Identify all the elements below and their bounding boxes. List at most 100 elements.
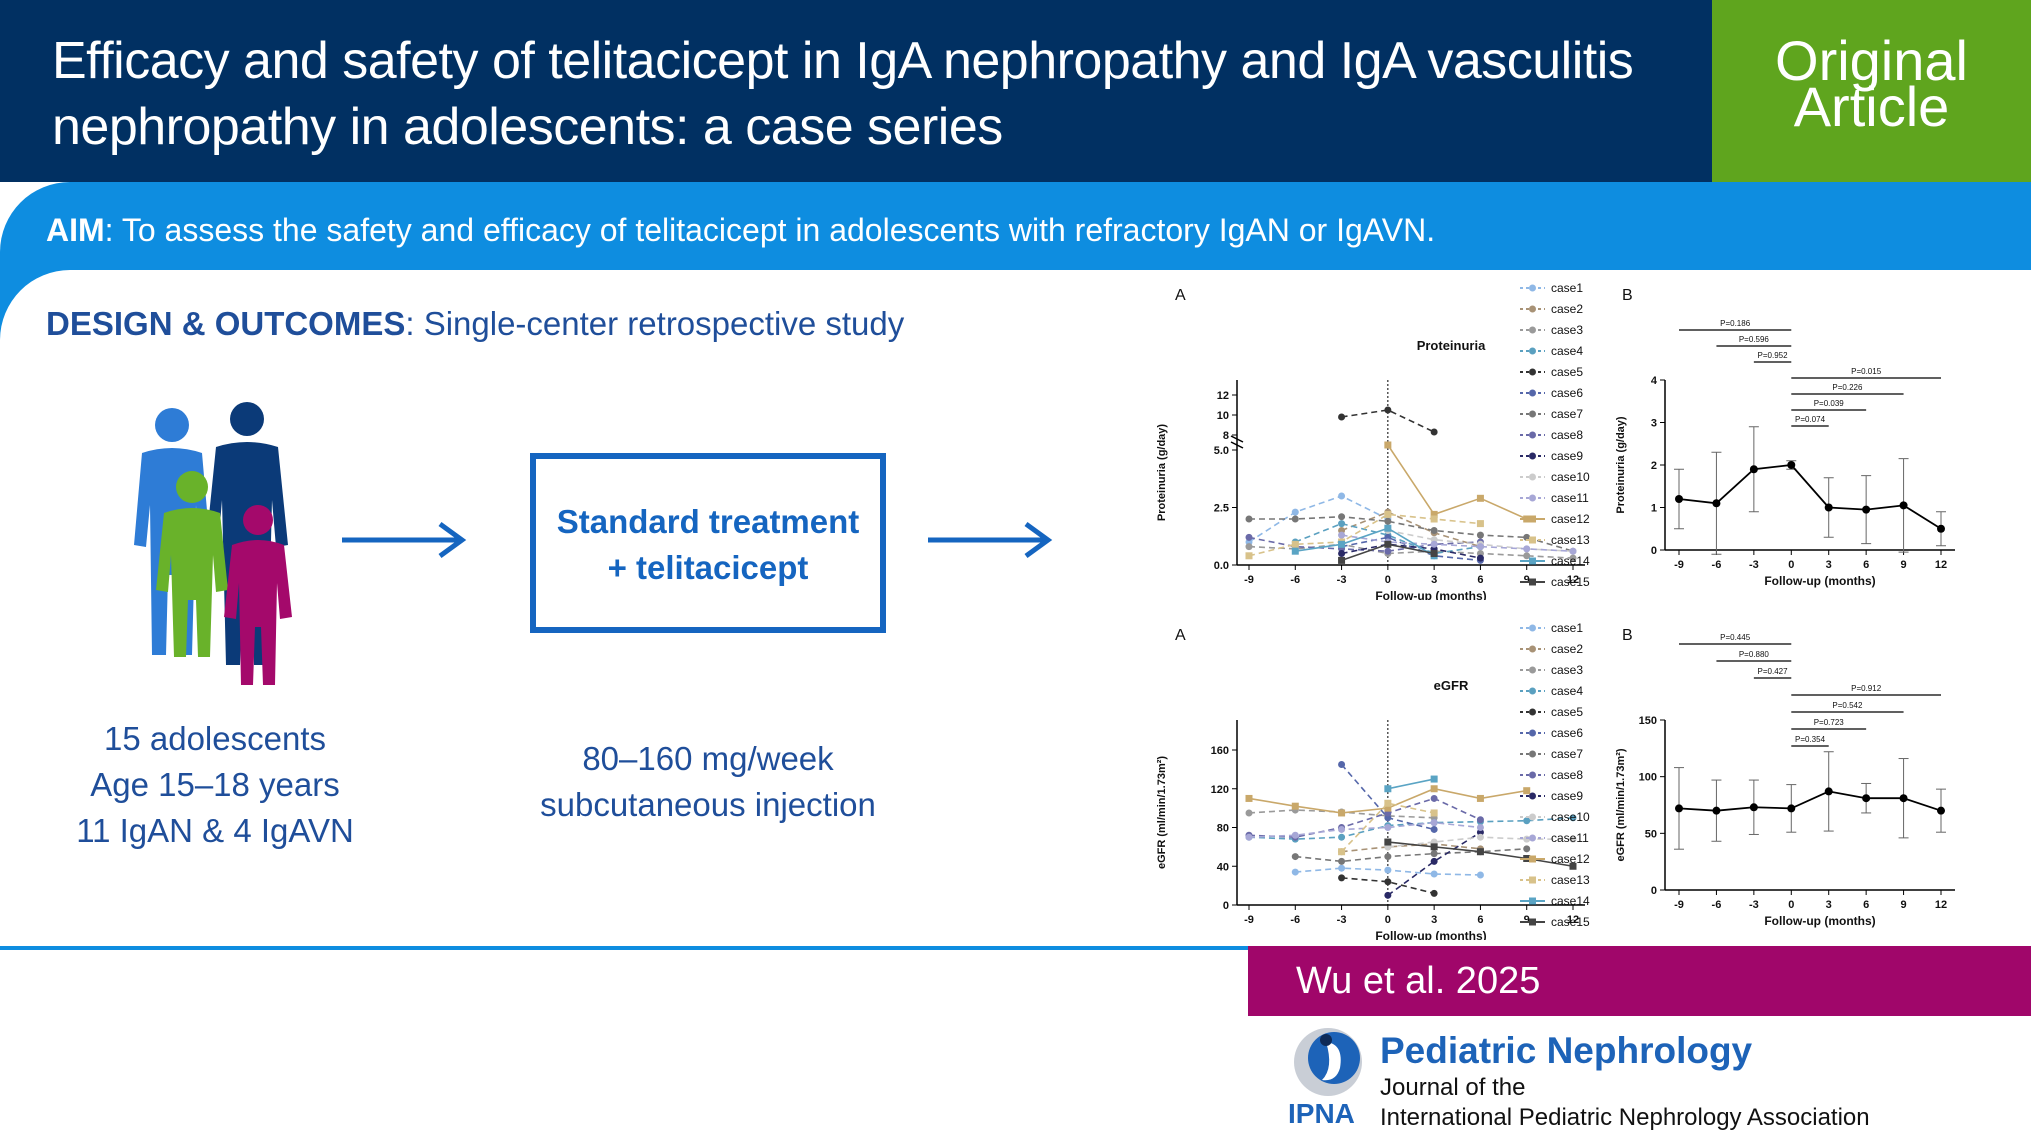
y-tick-label: 40 bbox=[1217, 861, 1229, 873]
legend-marker bbox=[1529, 305, 1536, 313]
mean-point bbox=[1749, 803, 1758, 812]
data-point bbox=[1245, 543, 1253, 551]
journal-subtitle-1: Journal of the bbox=[1380, 1074, 1526, 1101]
mean-point bbox=[1749, 465, 1758, 474]
legend-label: case12 bbox=[1551, 852, 1590, 866]
legend-label: case2 bbox=[1551, 642, 1583, 656]
legend-marker bbox=[1529, 624, 1536, 632]
data-point bbox=[1430, 775, 1438, 783]
p-value-label: P=0.912 bbox=[1851, 684, 1882, 693]
data-point bbox=[1430, 819, 1438, 827]
data-point bbox=[1430, 825, 1438, 833]
y-tick-label: 3 bbox=[1651, 418, 1657, 430]
data-point bbox=[1384, 824, 1392, 831]
data-point bbox=[1338, 761, 1346, 769]
x-tick-label: 6 bbox=[1863, 559, 1869, 571]
journal-panel: IPNA Pediatric Nephrology Journal of the… bbox=[1248, 1016, 2031, 1143]
series-line-case9 bbox=[1341, 543, 1481, 559]
panel-letter: B bbox=[1622, 287, 1633, 304]
title-line-1: Efficacy and safety of telitacicept in I… bbox=[52, 32, 1634, 90]
series-line-case9 bbox=[1387, 831, 1481, 896]
legend-marker bbox=[1529, 557, 1536, 565]
y-tick-label: 2.5 bbox=[1214, 503, 1229, 515]
x-axis-label: Follow-up (months) bbox=[1375, 929, 1486, 940]
design-label: DESIGN & OUTCOMES bbox=[46, 305, 406, 342]
legend-label: case10 bbox=[1551, 810, 1590, 824]
aim-statement: AIM: To assess the safety and efficacy o… bbox=[46, 208, 1435, 252]
data-point bbox=[1384, 406, 1392, 414]
legend-marker bbox=[1529, 536, 1536, 544]
data-point bbox=[1338, 531, 1346, 539]
data-point bbox=[1384, 838, 1392, 846]
legend-marker bbox=[1529, 326, 1536, 334]
x-tick-label: 3 bbox=[1826, 559, 1832, 571]
x-tick-label: 3 bbox=[1431, 914, 1437, 926]
mean-point bbox=[1712, 499, 1721, 508]
y-tick-label: 2 bbox=[1651, 460, 1657, 472]
data-point bbox=[1523, 845, 1531, 853]
p-value-label: P=0.880 bbox=[1739, 650, 1770, 659]
x-tick-label: -6 bbox=[1712, 559, 1722, 571]
y-tick-label: 80 bbox=[1217, 823, 1229, 835]
panel-letter: A bbox=[1175, 627, 1186, 644]
mean-point bbox=[1899, 501, 1908, 510]
series-line-case12 bbox=[1387, 444, 1528, 520]
data-point bbox=[1384, 441, 1392, 449]
legend-label: case2 bbox=[1551, 302, 1583, 316]
legend-marker bbox=[1529, 813, 1536, 821]
series-line-case14 bbox=[1387, 778, 1435, 790]
legend-marker bbox=[1529, 834, 1536, 842]
series-line-case14 bbox=[1295, 527, 1435, 557]
data-point bbox=[1291, 540, 1299, 548]
y-tick-label: 10 bbox=[1217, 410, 1229, 422]
data-point bbox=[1384, 799, 1392, 807]
legend-label: case7 bbox=[1551, 747, 1583, 761]
chart-title: eGFR bbox=[1434, 678, 1469, 693]
data-point bbox=[1430, 527, 1438, 534]
data-point bbox=[1338, 874, 1346, 882]
data-point bbox=[1338, 809, 1346, 817]
legend-label: case8 bbox=[1551, 768, 1583, 782]
data-point bbox=[1523, 552, 1531, 560]
x-tick-label: 0 bbox=[1385, 914, 1391, 926]
author-bar: Wu et al. 2025 bbox=[1248, 946, 2031, 1016]
legend-marker bbox=[1529, 578, 1536, 586]
y-tick-label: 160 bbox=[1211, 745, 1229, 757]
legend-marker bbox=[1529, 771, 1536, 779]
arrow-right-icon bbox=[928, 521, 1053, 559]
data-point bbox=[1245, 794, 1253, 802]
badge-line-2: Article bbox=[1793, 75, 1950, 138]
data-point bbox=[1384, 547, 1392, 555]
legend-marker bbox=[1529, 729, 1536, 737]
mean-point bbox=[1862, 505, 1871, 514]
data-point bbox=[1430, 843, 1438, 851]
data-point bbox=[1338, 556, 1346, 564]
population-line-3: 11 IgAN & 4 IgAVN bbox=[76, 812, 354, 849]
proteinuria-cases-legend: case1 case2 case3 case4 case5 case6 case7 case8… bbox=[1520, 281, 1590, 589]
data-point bbox=[1384, 510, 1392, 518]
data-point bbox=[1291, 515, 1299, 523]
data-point bbox=[1338, 825, 1346, 833]
legend-label: case11 bbox=[1551, 491, 1589, 505]
data-point bbox=[1430, 794, 1438, 802]
series-line-case3 bbox=[1248, 543, 1574, 559]
legend-marker bbox=[1529, 876, 1536, 884]
data-point bbox=[1569, 862, 1577, 870]
legend-marker bbox=[1529, 645, 1536, 653]
data-point bbox=[1476, 828, 1484, 836]
legend-label: case6 bbox=[1551, 386, 1583, 400]
legend-marker bbox=[1529, 410, 1536, 418]
y-tick-label: 0 bbox=[1651, 885, 1657, 897]
design-panel bbox=[0, 270, 2031, 946]
x-tick-label: -9 bbox=[1244, 914, 1254, 926]
legend-marker bbox=[1529, 284, 1536, 292]
data-point bbox=[1291, 802, 1299, 810]
p-value-label: P=0.039 bbox=[1814, 399, 1845, 408]
population-line-1: 15 adolescents bbox=[104, 720, 326, 757]
egfr-mean-chart: B 0 50 100 150 -9 -6 -3 0 3 6 9 12 Follow-up (months)… bbox=[1615, 627, 1955, 928]
legend-label: case15 bbox=[1551, 575, 1590, 589]
data-point bbox=[1338, 540, 1346, 548]
y-tick-label: 12 bbox=[1217, 390, 1229, 402]
legend-label: case1 bbox=[1551, 621, 1583, 635]
